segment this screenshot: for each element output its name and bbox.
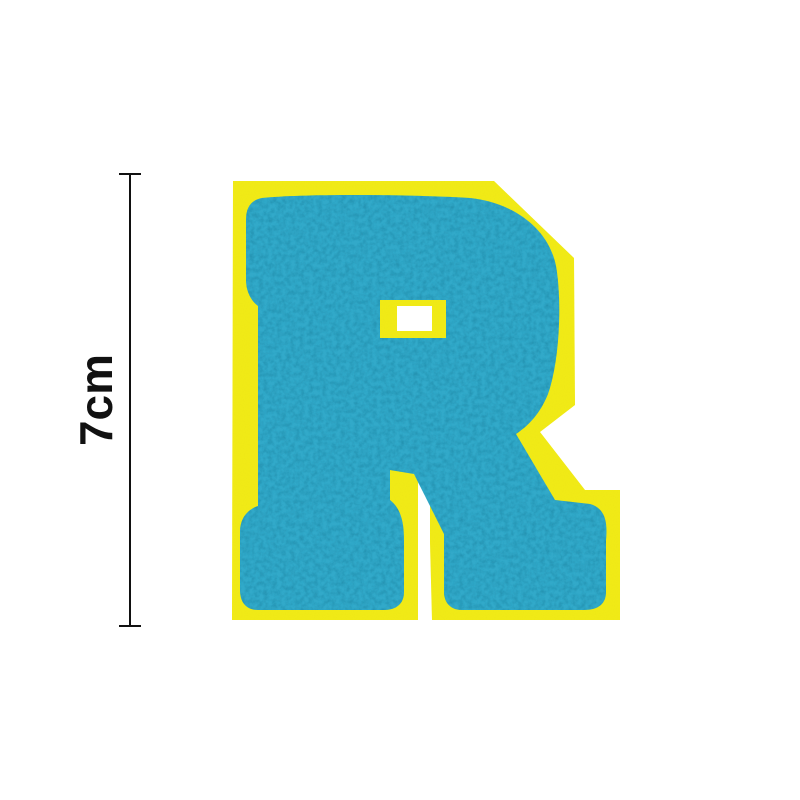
chenille-letter-r xyxy=(240,195,607,610)
chenille-letter-shape xyxy=(240,195,607,610)
felt-bottom-gap xyxy=(419,482,430,621)
dimension-label: 7cm xyxy=(70,354,122,446)
dimension-ruler: 7cm xyxy=(70,173,141,627)
